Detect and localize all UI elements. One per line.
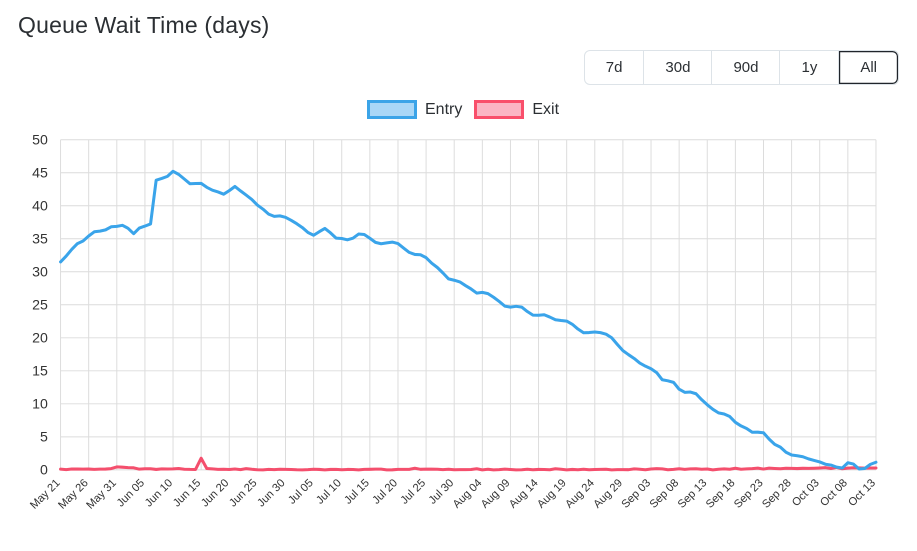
svg-text:Jun 15: Jun 15: [171, 477, 203, 509]
svg-text:Sep 08: Sep 08: [648, 477, 682, 511]
svg-text:Jun 20: Jun 20: [199, 477, 231, 509]
svg-text:Jul 10: Jul 10: [314, 477, 344, 507]
svg-text:May 31: May 31: [84, 477, 119, 512]
svg-text:25: 25: [32, 297, 48, 313]
svg-text:Aug 19: Aug 19: [535, 477, 569, 511]
svg-text:Oct 03: Oct 03: [790, 477, 822, 509]
svg-text:Aug 04: Aug 04: [451, 477, 485, 511]
svg-text:Jul 25: Jul 25: [399, 477, 429, 507]
svg-text:May 26: May 26: [56, 477, 91, 512]
svg-text:Jul 20: Jul 20: [370, 477, 400, 507]
svg-text:Jun 25: Jun 25: [227, 477, 259, 509]
svg-text:0: 0: [40, 462, 48, 478]
svg-text:Aug 29: Aug 29: [591, 477, 625, 511]
svg-text:May 21: May 21: [28, 477, 63, 512]
svg-text:30: 30: [32, 264, 48, 280]
svg-text:Aug 09: Aug 09: [479, 477, 513, 511]
svg-text:10: 10: [32, 396, 48, 412]
svg-text:Jun 10: Jun 10: [143, 477, 175, 509]
svg-text:Jun 05: Jun 05: [115, 477, 147, 509]
svg-text:35: 35: [32, 231, 48, 247]
svg-text:5: 5: [40, 429, 48, 445]
svg-text:50: 50: [32, 132, 48, 148]
svg-text:Sep 03: Sep 03: [620, 477, 654, 511]
svg-text:Aug 24: Aug 24: [563, 477, 597, 511]
svg-text:Sep 13: Sep 13: [676, 477, 710, 511]
svg-text:Sep 18: Sep 18: [704, 477, 738, 511]
svg-text:Sep 28: Sep 28: [760, 477, 794, 511]
svg-text:Jul 05: Jul 05: [286, 477, 316, 507]
svg-text:Sep 23: Sep 23: [732, 477, 766, 511]
svg-text:Jul 15: Jul 15: [342, 477, 372, 507]
svg-text:45: 45: [32, 165, 48, 181]
svg-text:Jun 30: Jun 30: [255, 477, 287, 509]
svg-text:Oct 08: Oct 08: [818, 477, 850, 509]
svg-text:Aug 14: Aug 14: [507, 477, 541, 511]
svg-text:40: 40: [32, 198, 48, 214]
svg-text:15: 15: [32, 363, 48, 379]
svg-text:Oct 13: Oct 13: [846, 477, 878, 509]
svg-text:20: 20: [32, 330, 48, 346]
